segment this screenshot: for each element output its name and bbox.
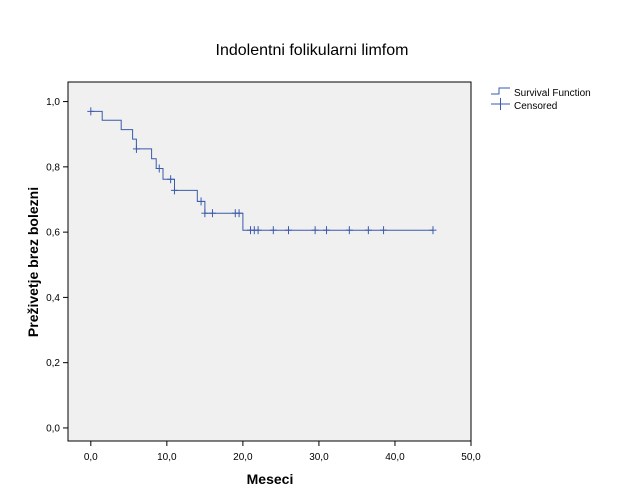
censored-mark-17	[345, 226, 353, 235]
censored-mark-18	[364, 226, 372, 235]
censored-mark-15	[311, 226, 319, 235]
censored-mark-0	[87, 107, 95, 116]
y-tick-label-2: 0,4	[46, 293, 60, 304]
y-tick-label-3: 0,6	[46, 228, 60, 239]
censored-mark-6	[201, 209, 209, 218]
censored-markers	[87, 107, 437, 235]
censored-mark-1	[132, 144, 140, 153]
censored-mark-13	[269, 226, 277, 235]
y-tick-label-5: 1,0	[46, 97, 60, 108]
censored-mark-5	[197, 197, 205, 206]
legend-survival-label: Survival Function	[514, 88, 591, 99]
survival-function-line	[90, 110, 433, 231]
censored-mark-4	[170, 186, 178, 195]
censored-mark-19	[380, 226, 388, 235]
x-tick-label-5: 50,0	[461, 452, 481, 463]
x-tick-label-1: 10,0	[157, 452, 177, 463]
x-axis-title: Meseci	[247, 471, 294, 487]
censored-mark-3	[167, 175, 175, 184]
x-tick-label-2: 20,0	[233, 452, 253, 463]
legend-survival-swatch	[491, 87, 510, 95]
chart-title: Indolentni folikularni limfom	[216, 42, 409, 59]
y-tick-label-4: 0,8	[46, 162, 60, 173]
censored-mark-2	[155, 164, 163, 173]
x-tick-label-0: 0,0	[84, 452, 98, 463]
legend-censored-label: Censored	[514, 101, 557, 112]
censored-mark-7	[208, 209, 216, 218]
y-tick-label-1: 0,2	[46, 358, 60, 369]
censored-mark-12	[254, 226, 262, 235]
censored-mark-16	[323, 226, 331, 235]
x-axis: 0,0 10,0 20,0 30,0 40,0 50,0	[84, 441, 481, 463]
censored-mark-9	[235, 209, 243, 218]
censored-mark-20	[429, 226, 437, 235]
y-tick-label-0: 0,0	[46, 423, 60, 434]
x-tick-label-4: 40,0	[385, 452, 405, 463]
y-axis: 0,0 0,2 0,4 0,6 0,8 1,0	[46, 97, 68, 434]
x-tick-label-3: 30,0	[309, 452, 329, 463]
legend: Survival Function Censored	[491, 87, 591, 112]
censored-mark-14	[285, 226, 293, 235]
y-axis-title: Preživetje brez bolezni	[25, 187, 41, 337]
plot-area	[67, 81, 472, 442]
